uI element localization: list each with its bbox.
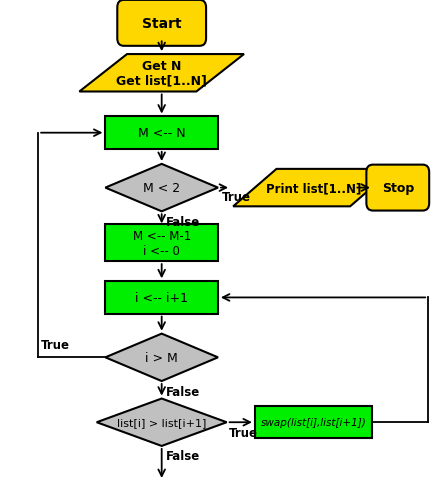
Text: M <-- M-1
i <-- 0: M <-- M-1 i <-- 0 <box>133 229 191 257</box>
Text: Start: Start <box>142 17 181 31</box>
Polygon shape <box>106 164 218 212</box>
Text: M <-- N: M <-- N <box>138 127 185 140</box>
Text: False: False <box>166 385 200 398</box>
Text: Get N
Get list[1..N]: Get N Get list[1..N] <box>116 60 207 88</box>
FancyBboxPatch shape <box>117 1 206 47</box>
Text: False: False <box>166 215 200 228</box>
FancyBboxPatch shape <box>255 406 372 438</box>
Text: True: True <box>229 426 258 439</box>
FancyBboxPatch shape <box>106 117 218 150</box>
Text: Stop: Stop <box>382 182 414 195</box>
Polygon shape <box>106 334 218 381</box>
Polygon shape <box>233 169 393 207</box>
Text: i > M: i > M <box>145 351 178 364</box>
Polygon shape <box>97 399 227 446</box>
Text: True: True <box>41 339 69 352</box>
FancyBboxPatch shape <box>366 165 429 211</box>
Polygon shape <box>79 55 244 92</box>
Text: False: False <box>166 449 200 462</box>
Text: list[i] > list[i+1]: list[i] > list[i+1] <box>117 417 206 427</box>
FancyBboxPatch shape <box>106 282 218 314</box>
Text: swap(list[i],list[i+1]): swap(list[i],list[i+1]) <box>260 417 366 427</box>
Text: True: True <box>222 191 251 204</box>
Text: M < 2: M < 2 <box>143 182 180 195</box>
Text: i <-- i+1: i <-- i+1 <box>135 292 188 304</box>
FancyBboxPatch shape <box>106 224 218 262</box>
Text: Print list[1..N]: Print list[1..N] <box>266 182 361 195</box>
